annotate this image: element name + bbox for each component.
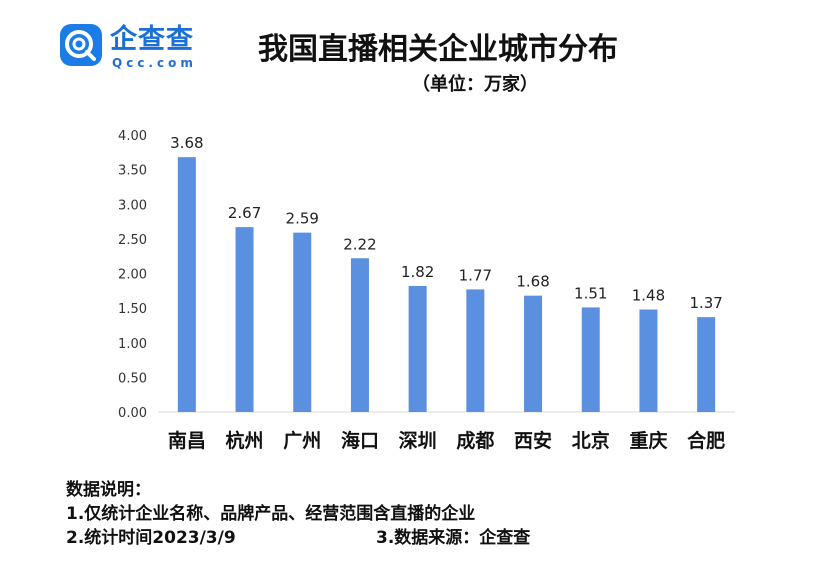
- logo-domain: Qcc.com: [112, 56, 197, 70]
- value-label: 2.67: [228, 204, 261, 222]
- bar: [293, 232, 312, 412]
- chart-unit-subtitle: （单位：万家）: [412, 74, 538, 95]
- bar: [235, 227, 254, 412]
- qcc-logo: 企查查 Qcc.com: [60, 24, 220, 70]
- y-tick-label: 3.00: [118, 198, 147, 213]
- x-tick-label: 海口: [341, 429, 379, 452]
- y-axis-ticks: 0.00 0.50 1.00 1.50 2.00 2.50 3.00 3.50 4.00: [118, 129, 147, 421]
- data-notes: 数据说明： 1.仅统计企业名称、品牌产品、经营范围含直播的企业 2.统计时间20…: [66, 478, 530, 550]
- bar: [581, 307, 600, 412]
- qcc-logo-icon: [60, 24, 102, 66]
- y-tick-label: 0.50: [118, 371, 147, 386]
- x-tick-label: 重庆: [629, 429, 667, 452]
- bar-chart: 0.00 0.50 1.00 1.50 2.00 2.50 3.00 3.50 4.00 3.6…: [118, 129, 735, 452]
- x-axis-labels: 南昌 杭州 广州 海口 深圳 成都 西安 北京 重庆 合肥: [168, 429, 725, 452]
- x-tick-label: 广州: [283, 429, 321, 452]
- value-labels: 3.68 2.67 2.59 2.22 1.82 1.77 1.68 1.51 1.48 1.37: [170, 134, 723, 312]
- value-label: 1.77: [459, 266, 492, 284]
- value-label: 1.68: [516, 273, 549, 291]
- bar: [639, 309, 658, 412]
- x-tick-label: 深圳: [399, 429, 437, 452]
- x-tick-label: 成都: [456, 429, 494, 452]
- value-label: 1.51: [574, 284, 607, 302]
- logo-name: 企查查: [110, 24, 194, 55]
- x-tick-label: 合肥: [687, 429, 725, 452]
- y-tick-label: 2.00: [118, 268, 147, 283]
- value-label: 1.48: [632, 287, 665, 305]
- y-tick-label: 4.00: [118, 129, 147, 144]
- bar: [408, 285, 427, 412]
- bars: [177, 157, 716, 412]
- bar: [466, 289, 485, 412]
- y-tick-label: 3.50: [118, 164, 147, 179]
- chart-title: 我国直播相关企业城市分布: [258, 32, 618, 67]
- value-label: 2.59: [286, 210, 319, 228]
- bar: [177, 157, 196, 412]
- bar: [350, 258, 369, 412]
- y-tick-label: 2.50: [118, 233, 147, 248]
- y-tick-label: 1.00: [118, 337, 147, 352]
- bar: [697, 317, 716, 412]
- y-tick-label: 0.00: [118, 406, 147, 421]
- value-label: 1.37: [689, 294, 722, 312]
- bar: [524, 295, 543, 412]
- x-tick-label: 杭州: [226, 429, 264, 452]
- x-tick-label: 北京: [572, 429, 610, 452]
- notes-line-1: 1.仅统计企业名称、品牌产品、经营范围含直播的企业: [66, 504, 476, 524]
- notes-heading: 数据说明：: [66, 480, 151, 500]
- x-tick-label: 西安: [514, 429, 552, 452]
- value-label: 1.82: [401, 263, 434, 281]
- x-tick-label: 南昌: [168, 430, 206, 452]
- value-label: 2.22: [343, 235, 376, 253]
- notes-line-2: 2.统计时间2023/3/9: [66, 528, 236, 548]
- value-label: 3.68: [170, 134, 203, 152]
- notes-line-3: 3.数据来源：企查查: [376, 528, 531, 548]
- y-tick-label: 1.50: [118, 302, 147, 317]
- notes-row: 2.统计时间2023/3/9 3.数据来源：企查查: [66, 526, 530, 550]
